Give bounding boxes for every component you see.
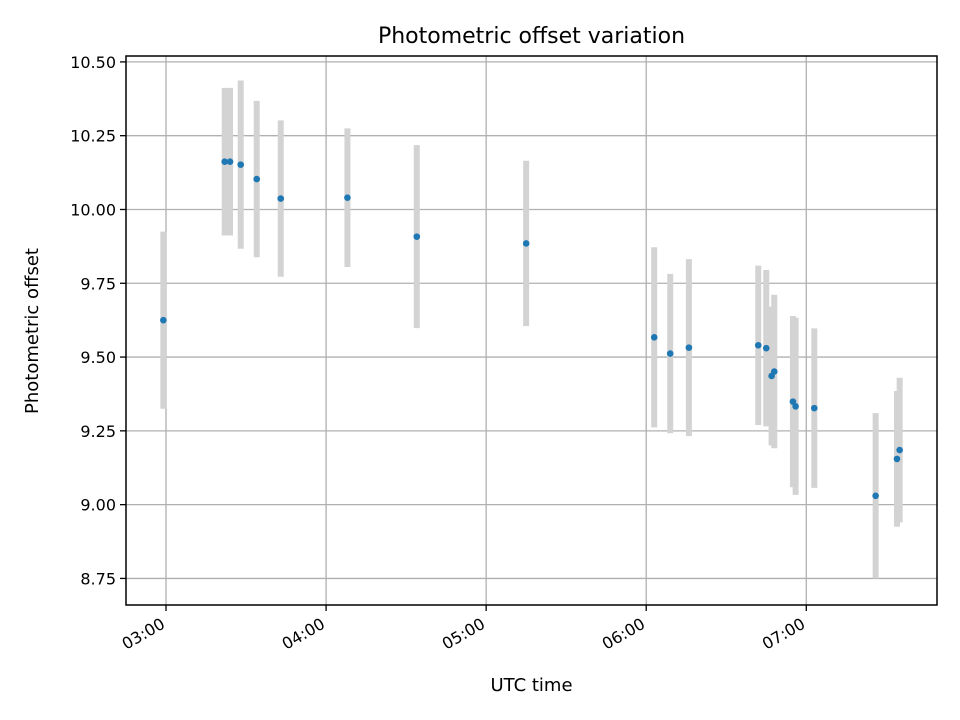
data-point <box>237 161 245 168</box>
y-axis-label: Photometric offset <box>22 248 43 414</box>
data-point <box>685 344 693 351</box>
data-point <box>810 404 818 412</box>
x-axis-ticks: 03:00 04:00 05:00 06:00 07:00 <box>119 605 808 654</box>
y-tick-label: 8.75 <box>80 569 116 588</box>
x-tick-label: 07:00 <box>759 614 808 654</box>
chart-title: Photometric offset variation <box>378 24 685 49</box>
data-point <box>754 341 762 349</box>
data-point <box>413 233 421 240</box>
data-point <box>522 240 530 247</box>
data-point <box>221 158 229 165</box>
data-point <box>792 403 799 410</box>
y-tick-label: 10.00 <box>70 200 116 219</box>
plot-frame <box>125 55 938 606</box>
x-tick-label: 06:00 <box>599 614 648 654</box>
x-axis-label: UTC time <box>490 675 572 696</box>
data-point <box>666 350 674 357</box>
data-point <box>770 368 778 375</box>
x-tick-label: 03:00 <box>119 614 168 654</box>
y-tick-label: 9.25 <box>80 422 116 441</box>
data-point <box>277 195 285 202</box>
data-point <box>872 492 879 500</box>
y-tick-label: 10.25 <box>70 127 116 146</box>
data-point <box>253 175 261 183</box>
y-tick-label: 9.50 <box>80 348 116 367</box>
data-points <box>160 158 903 500</box>
y-tick-label: 9.00 <box>80 496 116 515</box>
data-point <box>650 333 658 341</box>
y-tick-label: 10.50 <box>70 53 116 72</box>
y-axis-ticks: 8.75 9.00 9.25 9.50 9.75 10.00 10.25 10.50 <box>70 53 126 588</box>
error-bars <box>160 80 903 579</box>
x-tick-label: 04:00 <box>279 614 328 654</box>
data-point <box>344 194 351 201</box>
data-point <box>896 446 903 454</box>
y-tick-label: 9.75 <box>80 274 116 293</box>
data-point <box>893 455 901 463</box>
grid-lines <box>126 56 937 605</box>
x-tick-label: 05:00 <box>439 614 488 654</box>
data-point <box>160 316 167 324</box>
data-point <box>762 344 770 352</box>
data-point <box>226 158 234 165</box>
